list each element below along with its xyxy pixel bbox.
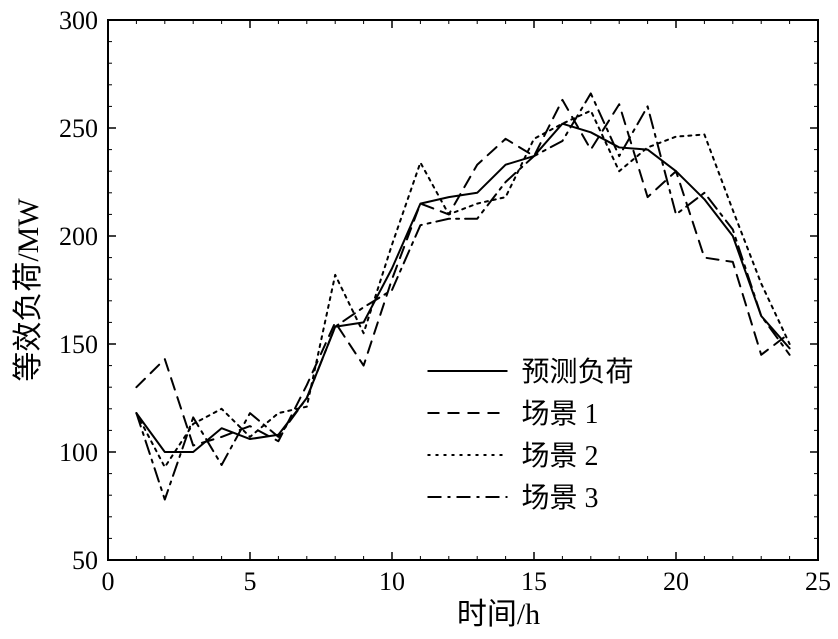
series-scene1 bbox=[136, 100, 789, 446]
y-tick-label: 150 bbox=[59, 330, 98, 359]
y-tick-label: 50 bbox=[72, 546, 98, 575]
chart-container: 0 5 10 15 20 25 50 100 150 200 250 300 时间/h 等效负荷/MW 预测… bbox=[0, 0, 838, 639]
series-scene3 bbox=[136, 93, 789, 499]
x-tick-label: 5 bbox=[244, 567, 257, 596]
y-tick-label: 200 bbox=[59, 222, 98, 251]
y-tick-label: 300 bbox=[59, 6, 98, 35]
series-predicted bbox=[136, 124, 789, 452]
plot-border bbox=[108, 20, 818, 560]
legend-label-scene2: 场景 2 bbox=[522, 441, 599, 472]
legend-label-scene1: 场景 1 bbox=[522, 399, 599, 430]
series-group bbox=[136, 93, 789, 499]
x-tick-label: 0 bbox=[102, 567, 115, 596]
y-tick-label: 250 bbox=[59, 114, 98, 143]
x-axis-label: 时间/h bbox=[457, 598, 540, 631]
line-chart: 0 5 10 15 20 25 50 100 150 200 250 300 时间/h 等效负荷/MW 预测… bbox=[0, 0, 838, 639]
legend-label-scene3: 场景 3 bbox=[522, 483, 599, 514]
y-axis-label: 等效负荷/MW bbox=[12, 198, 45, 382]
x-tick-label: 15 bbox=[521, 567, 547, 596]
x-tick-label: 25 bbox=[805, 567, 831, 596]
x-tick-label: 10 bbox=[379, 567, 405, 596]
legend-label-predicted: 预测负荷 bbox=[522, 356, 634, 388]
series-scene2 bbox=[136, 111, 789, 467]
x-tick-label: 20 bbox=[663, 567, 689, 596]
legend: 预测负荷场景 1 场景 2 场景 3 bbox=[428, 356, 634, 514]
y-tick-label: 100 bbox=[59, 438, 98, 467]
